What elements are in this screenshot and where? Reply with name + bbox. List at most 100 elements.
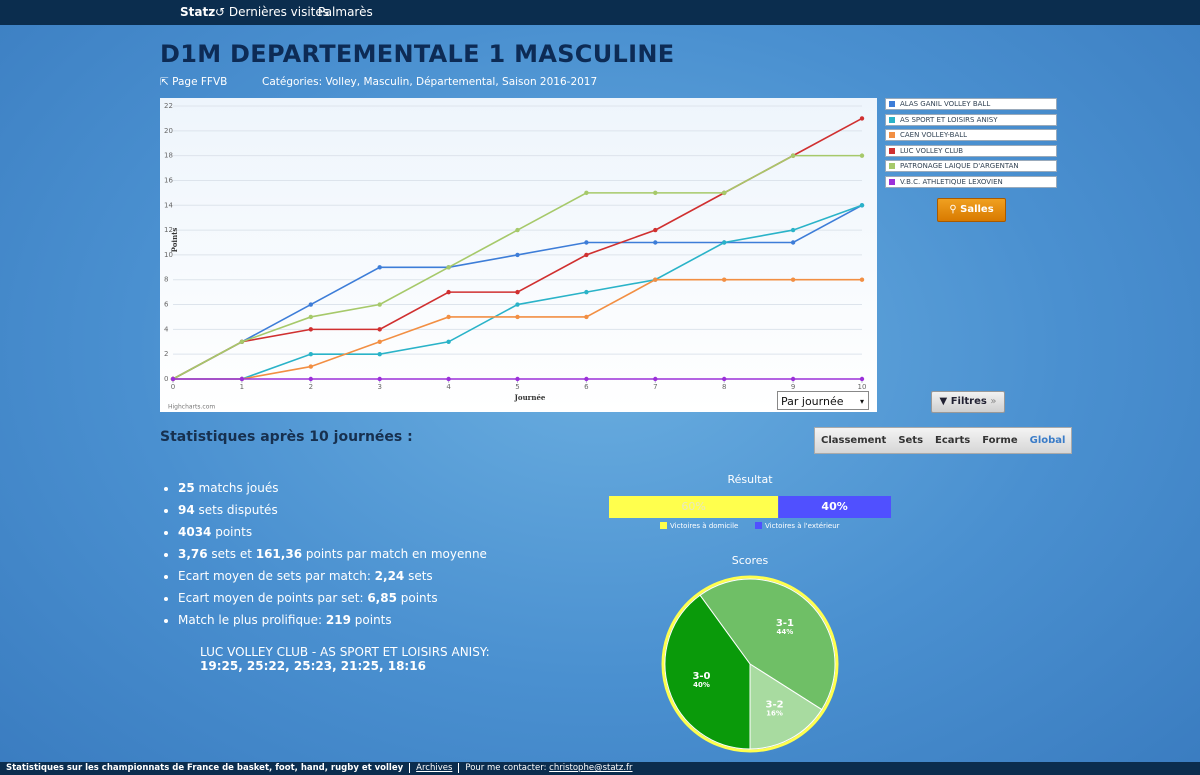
filtres-label[interactable]: Filtres (950, 396, 987, 407)
stats-item-part: sets (404, 569, 433, 583)
stats-tab[interactable]: Classement (821, 435, 887, 446)
legend-label[interactable]: PATRONAGE LAIQUE D'ARGENTAN (900, 162, 1019, 170)
slice-value: 40% (693, 681, 710, 689)
stats-item-part: points (350, 613, 392, 627)
nav-link-text[interactable]: Dernières visites (228, 5, 330, 19)
series-point (722, 190, 727, 196)
nav-link[interactable]: ↺ Dernières visites (215, 5, 330, 19)
x-tick-label: 1 (240, 383, 244, 391)
series-point (239, 376, 245, 382)
series-point (653, 190, 658, 196)
series-point (859, 203, 865, 208)
slice-value: 16% (766, 710, 783, 718)
stats-item: 4034 points (178, 524, 487, 546)
legend-entry[interactable]: V.B.C. ATHLETIQUE LEXOVIEN (885, 175, 1057, 188)
legend-swatch (889, 163, 895, 169)
filtres-button[interactable]: ▼ Filtres » (931, 391, 1005, 413)
slice-label: 3-2 (766, 700, 784, 711)
series-point (308, 364, 313, 369)
bar-segment (778, 496, 891, 518)
stats-heading: Statistiques après 10 journées : (160, 429, 413, 445)
match-scores: 19:25, 25:22, 25:23, 21:25, 18:16 (200, 659, 426, 673)
series-point (308, 351, 313, 357)
series-point (653, 227, 658, 233)
footer-email[interactable]: christophe@statz.fr (549, 763, 633, 773)
y-tick-label: 8 (164, 276, 168, 284)
series-point (653, 240, 658, 245)
y-tick-label: 18 (164, 152, 173, 160)
footer-contact: Pour me contacter: christophe@statz.fr (458, 763, 639, 773)
legend-label[interactable]: LUC VOLLEY CLUB (900, 146, 964, 155)
stats-item: 3,76 sets et 161,36 points par match en … (178, 546, 487, 568)
series-point (790, 240, 796, 245)
series-point (377, 302, 382, 307)
series-point (515, 227, 520, 233)
y-tick-label: 20 (164, 127, 173, 135)
series-point (515, 376, 520, 382)
salles-label[interactable]: Salles (960, 204, 994, 215)
chart-title: Résultat (727, 473, 773, 486)
x-tick-label: 6 (584, 383, 589, 391)
legend-entry[interactable]: AS SPORT ET LOISIRS ANISY (885, 113, 1057, 126)
scores-chart: Scores 3-144% 3-216% 3-040% (661, 554, 839, 753)
ffvb-link[interactable]: ⇱ Page FFVB (160, 76, 228, 88)
salles-button[interactable]: ⚲ Salles (937, 198, 1006, 222)
y-axis-label: Points (170, 228, 179, 253)
stats-tab[interactable]: Ecarts (935, 435, 971, 446)
y-tick-label: 12 (164, 226, 173, 234)
series-line (172, 117, 863, 380)
line-chart-box: 0 2 4 6 8 10 12 14 16 18 20 22 0 1 2 3 4 5 6 7 8 9 10 Points Jou… (160, 98, 877, 412)
ffvb-link-text[interactable]: Page FFVB (172, 76, 228, 88)
legend-label[interactable]: ALAS GANIL VOLLEY BALL (900, 100, 991, 108)
brand[interactable]: Statz (180, 5, 216, 19)
series-point (515, 302, 520, 307)
stats-list: 25 matchs joués94 sets disputés4034 poin… (160, 480, 487, 634)
legend-swatch (889, 116, 895, 123)
series-point (515, 314, 520, 320)
series-point (446, 376, 451, 382)
page-title: D1M DEPARTEMENTALE 1 MASCULINE (160, 40, 675, 68)
legend-label[interactable]: CAEN VOLLEY-BALL (900, 131, 968, 139)
stats-tab[interactable]: Global (1029, 435, 1066, 446)
y-tick-label: 10 (164, 251, 173, 259)
slice-label: 3-1 (776, 618, 794, 629)
legend-entry[interactable]: CAEN VOLLEY-BALL (885, 129, 1057, 141)
legend-swatch (889, 178, 895, 185)
stats-tabs: Classement Sets Ecarts Forme Global (814, 427, 1073, 454)
bar-segment (609, 496, 779, 518)
legend-entry[interactable]: ALAS GANIL VOLLEY BALL (885, 98, 1057, 110)
series-point (377, 265, 382, 270)
match-teams: LUC VOLLEY CLUB - AS SPORT ET LOISIRS AN… (200, 645, 490, 659)
legend-label[interactable]: Victoires à l'extérieur (765, 522, 840, 530)
stats-item-part: points (211, 525, 253, 539)
stats-item-part: sets et (207, 547, 256, 561)
legend-swatch (889, 147, 895, 154)
stats-item-part: Ecart moyen de points par set: (178, 591, 368, 605)
legend-entry[interactable]: PATRONAGE LAIQUE D'ARGENTAN (885, 160, 1057, 172)
x-tick-label: 7 (653, 383, 657, 391)
nav-link[interactable]: Palmarès (318, 5, 373, 19)
legend-label[interactable]: Victoires à domicile (670, 522, 738, 530)
legend-swatch (889, 101, 895, 107)
stats-item-part: 2,24 (374, 569, 405, 583)
series-point (308, 376, 313, 382)
footer-archives[interactable]: Archives (409, 763, 459, 773)
y-tick-label: 4 (164, 325, 169, 333)
series-point (584, 240, 589, 245)
stats-item-part: sets disputés (194, 503, 278, 517)
stats-tab[interactable]: Sets (898, 435, 924, 446)
stats-tab[interactable]: Forme (982, 435, 1018, 446)
legend-entry[interactable]: LUC VOLLEY CLUB (885, 144, 1057, 157)
stats-item-part: Ecart moyen de sets par match: (178, 569, 375, 583)
series-point (653, 277, 658, 282)
series-point (722, 376, 727, 382)
x-tick-label: 8 (722, 383, 726, 391)
series-point (790, 376, 796, 382)
legend-label[interactable]: AS SPORT ET LOISIRS ANISY (900, 115, 998, 124)
series-point (722, 277, 727, 282)
pie-slice (699, 578, 836, 711)
legend-label[interactable]: V.B.C. ATHLETIQUE LEXOVIEN (900, 177, 1003, 186)
period-select[interactable]: Par journée (777, 391, 869, 411)
